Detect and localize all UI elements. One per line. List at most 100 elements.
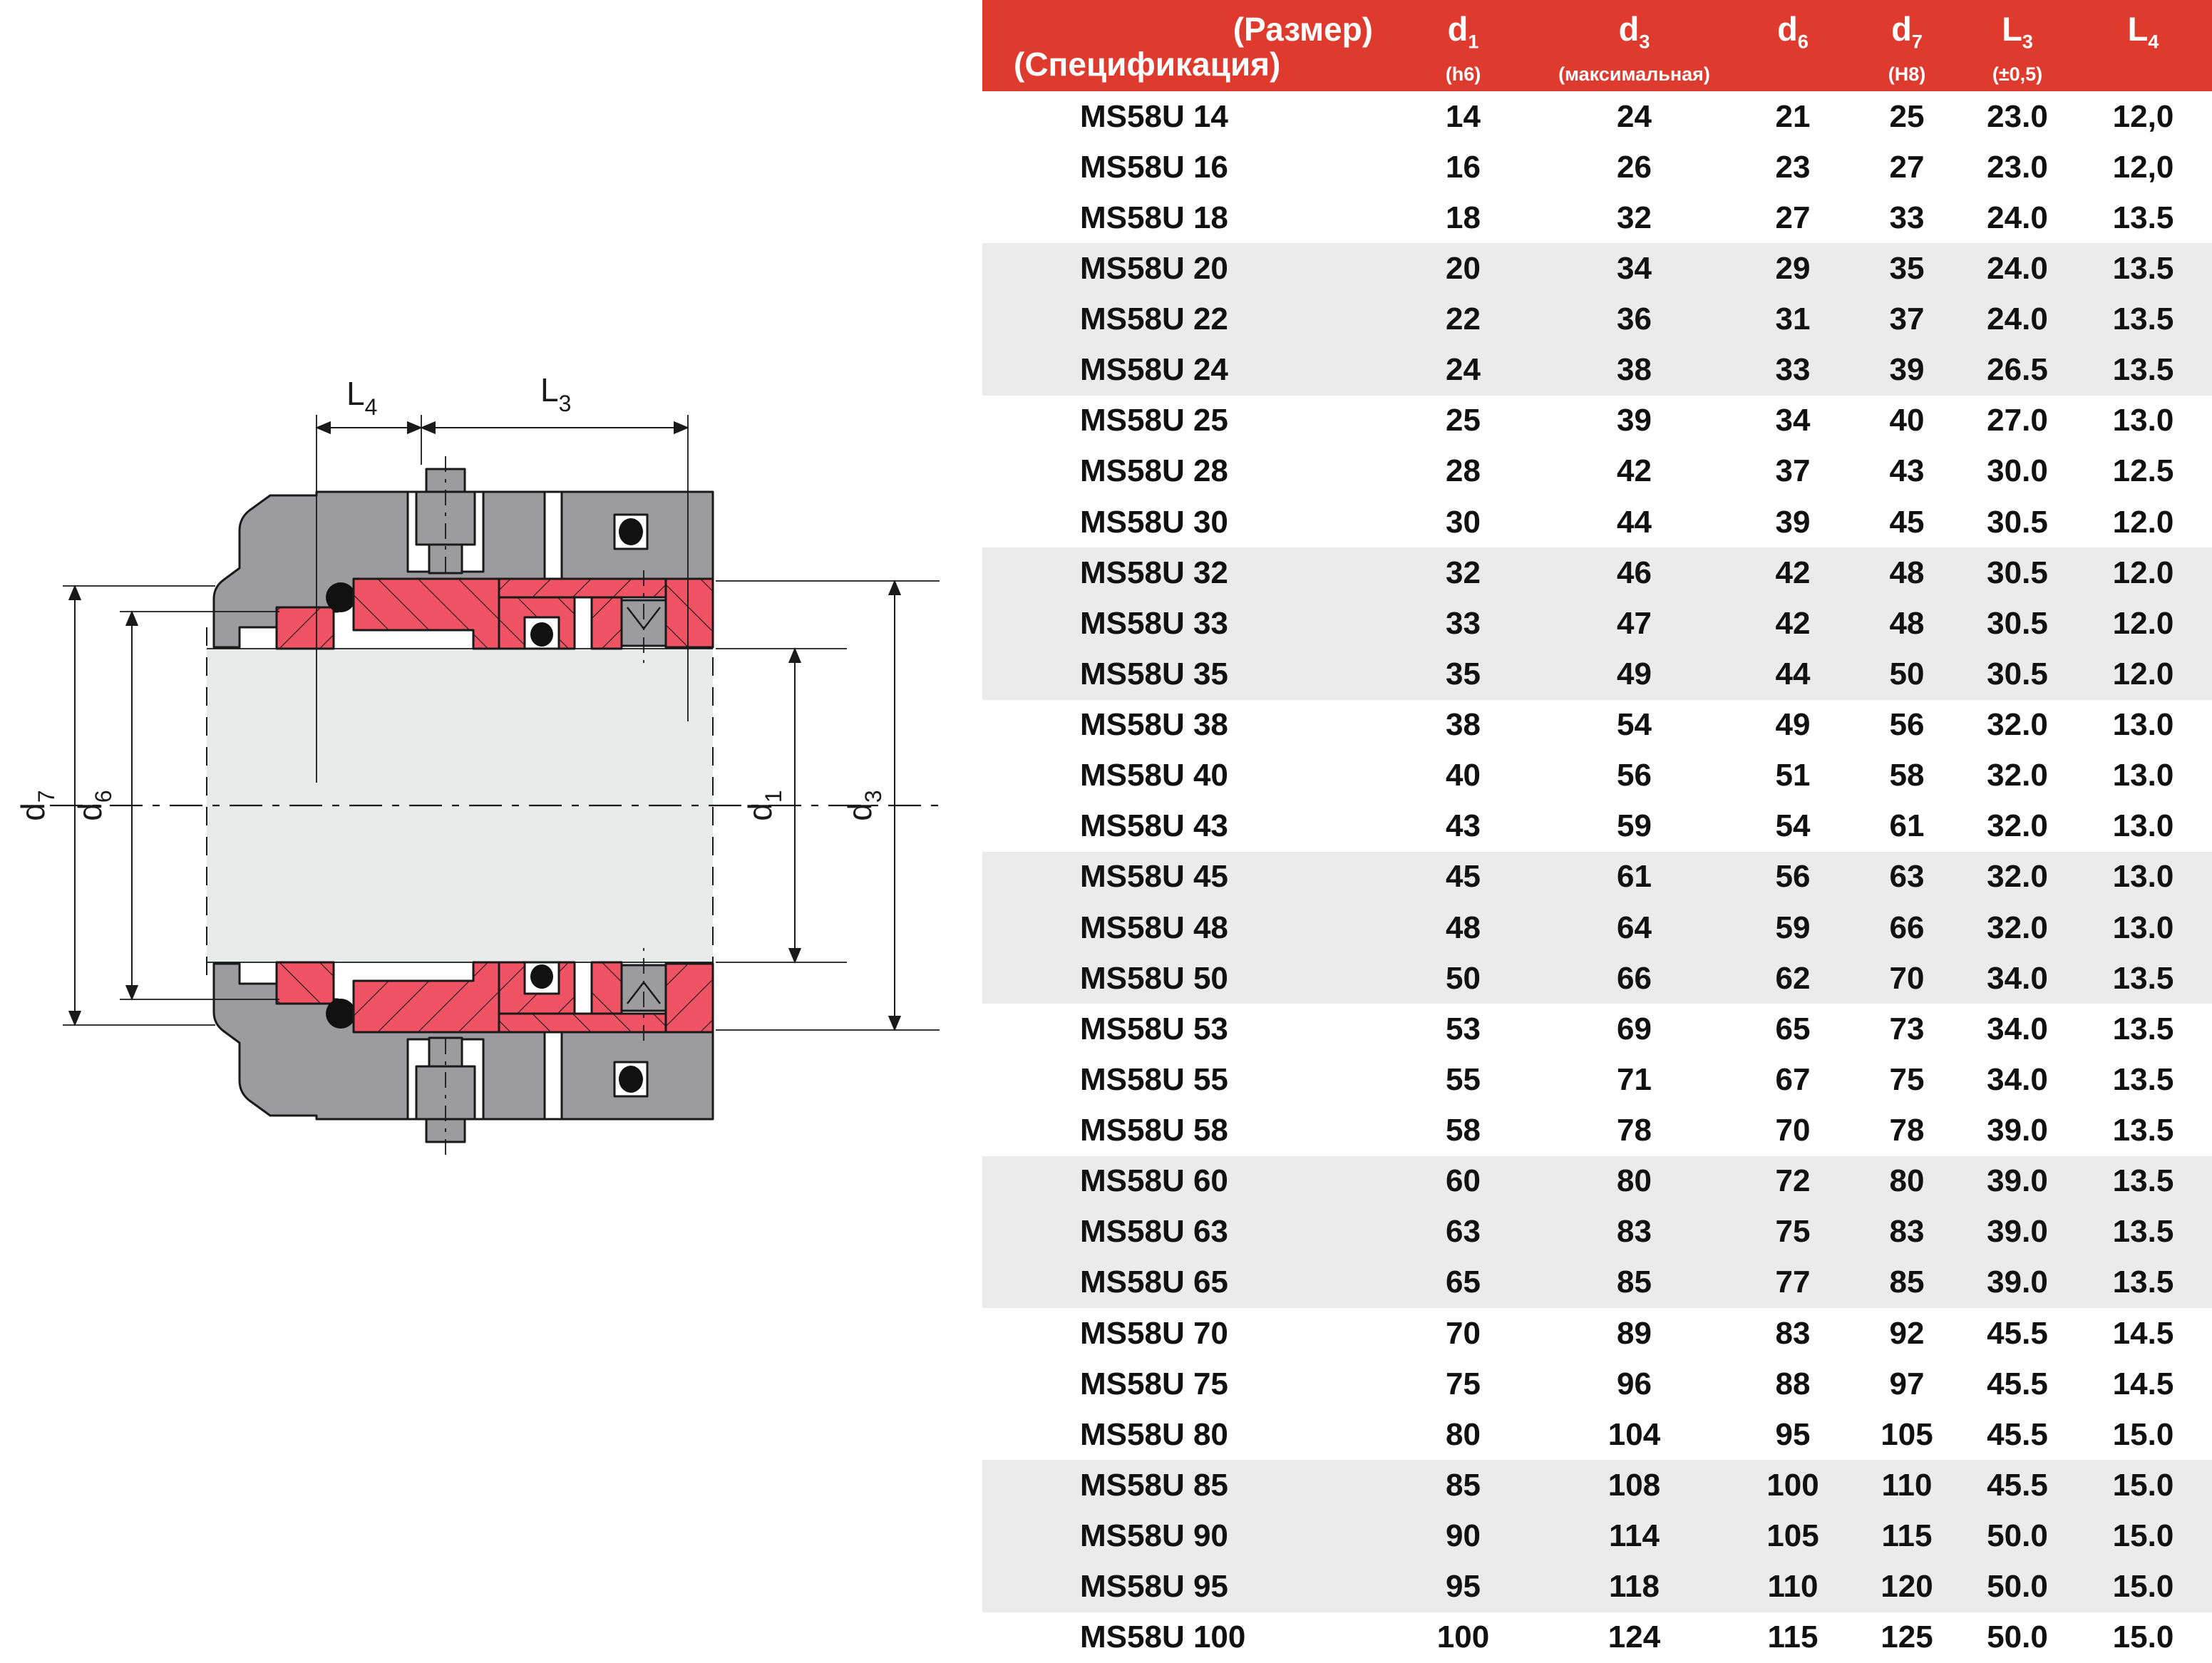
cell-name: MS58U 48 <box>1080 910 1228 945</box>
cell-d7: 56 <box>1889 707 1925 743</box>
cell-d3: 85 <box>1617 1265 1652 1300</box>
cell-d6: 42 <box>1775 555 1811 590</box>
cell-l4: 12.0 <box>2112 555 2174 590</box>
table-row: MS58U 75 75 96 88 97 45.5 14.5 <box>982 1359 2212 1410</box>
cell-name: MS58U 32 <box>1080 555 1228 590</box>
dim-label-l3: L3 <box>540 371 571 416</box>
cell-l4: 13.0 <box>2112 707 2174 743</box>
table-row: MS58U 70 70 89 83 92 45.5 14.5 <box>982 1308 2212 1359</box>
cell-d3: 46 <box>1617 555 1652 590</box>
cell-d7: 70 <box>1889 960 1925 996</box>
table-row: MS58U 53 53 69 65 73 34.0 13.5 <box>982 1004 2212 1055</box>
cell-l3: 23.0 <box>1987 149 2048 185</box>
dimension-d7: d7 <box>14 585 215 1026</box>
oring-2-icon <box>530 622 553 647</box>
table-header-row: (Размер) (Спецификация) d1 (h6) d3 (максималь… <box>982 0 2212 91</box>
cell-d1: 80 <box>1446 1416 1481 1452</box>
cell-d6: 39 <box>1775 504 1811 540</box>
cell-d1: 60 <box>1446 1163 1481 1199</box>
cell-d6: 59 <box>1775 910 1811 945</box>
cell-l4: 12,0 <box>2112 149 2174 185</box>
table-body: MS58U 14 14 24 21 25 23.0 12,0 MS58U 16 16 26 23 27… <box>982 91 2212 1663</box>
table-row: MS58U 20 20 34 29 35 24.0 13.5 <box>982 243 2212 294</box>
cell-d7: 45 <box>1889 504 1925 540</box>
cell-d6: 31 <box>1775 302 1811 337</box>
cell-l4: 13.5 <box>2112 1011 2174 1046</box>
cell-l3: 50.0 <box>1987 1518 2048 1554</box>
cell-name: MS58U 24 <box>1080 352 1228 388</box>
cell-l4: 12.5 <box>2112 453 2174 489</box>
cell-name: MS58U 38 <box>1080 707 1228 743</box>
table-row: MS58U 38 38 54 49 56 32.0 13.0 <box>982 699 2212 751</box>
cell-d6: 44 <box>1775 656 1811 691</box>
cell-d6: 54 <box>1775 808 1811 844</box>
dim-label-d6: d6 <box>71 790 116 820</box>
cell-l3: 32.0 <box>1987 808 2048 844</box>
cell-d7: 73 <box>1889 1011 1925 1046</box>
dim-label-d1: d1 <box>741 790 786 820</box>
cell-d7: 58 <box>1889 758 1925 793</box>
column-header-d1: d1 (h6) <box>1445 10 1481 86</box>
cell-d1: 28 <box>1446 453 1481 489</box>
cell-l3: 34.0 <box>1987 960 2048 996</box>
cell-d3: 83 <box>1617 1214 1652 1250</box>
table-row: MS58U 60 60 80 72 80 39.0 13.5 <box>982 1155 2212 1207</box>
table-row: MS58U 55 55 71 67 75 34.0 13.5 <box>982 1054 2212 1106</box>
cell-name: MS58U 60 <box>1080 1163 1228 1199</box>
cell-d1: 48 <box>1446 910 1481 945</box>
cell-d1: 70 <box>1446 1315 1481 1351</box>
cell-d1: 30 <box>1446 504 1481 540</box>
cell-d7: 66 <box>1889 910 1925 945</box>
table-row: MS58U 24 24 38 33 39 26.5 13.5 <box>982 344 2212 396</box>
cell-l4: 12.0 <box>2112 504 2174 540</box>
table-row: MS58U 50 50 66 62 70 34.0 13.5 <box>982 953 2212 1004</box>
cell-d3: 78 <box>1617 1113 1652 1148</box>
seal-stationary-seat <box>590 596 623 650</box>
seal-end-ring <box>664 577 714 649</box>
cell-d3: 38 <box>1617 352 1652 388</box>
cell-name: MS58U 43 <box>1080 808 1228 844</box>
cell-d7: 48 <box>1889 605 1925 641</box>
cell-d3: 124 <box>1607 1620 1661 1655</box>
cell-d7: 48 <box>1889 555 1925 590</box>
table-row: MS58U 45 45 61 56 63 32.0 13.0 <box>982 851 2212 902</box>
cell-l4: 13.0 <box>2112 808 2174 844</box>
table-row: MS58U 43 43 59 54 61 32.0 13.0 <box>982 800 2212 852</box>
cell-name: MS58U 25 <box>1080 403 1228 438</box>
cell-d7: 85 <box>1889 1265 1925 1300</box>
cell-name: MS58U 35 <box>1080 656 1228 691</box>
cell-d3: 80 <box>1617 1163 1652 1199</box>
cell-d1: 95 <box>1446 1569 1481 1605</box>
cell-d7: 35 <box>1889 250 1925 286</box>
cell-d6: 67 <box>1775 1061 1811 1097</box>
cell-name: MS58U 50 <box>1080 960 1228 996</box>
cell-d7: 125 <box>1881 1620 1933 1655</box>
table-row: MS58U 95 95 118 110 120 50.0 15.0 <box>982 1561 2212 1612</box>
cell-d6: 88 <box>1775 1366 1811 1401</box>
cell-d1: 25 <box>1446 403 1481 438</box>
cell-d6: 75 <box>1775 1214 1811 1250</box>
table-row: MS58U 80 80 104 95 105 45.5 15.0 <box>982 1409 2212 1461</box>
cell-name: MS58U 20 <box>1080 250 1228 286</box>
cell-d7: 61 <box>1889 808 1925 844</box>
table-row: MS58U 100 100 124 115 125 50.0 15.0 <box>982 1612 2212 1663</box>
cell-d7: 105 <box>1881 1416 1933 1452</box>
cell-l3: 45.5 <box>1987 1366 2048 1401</box>
cell-d6: 56 <box>1775 859 1811 895</box>
seal-retainer-tongue <box>498 577 691 599</box>
cell-d6: 62 <box>1775 960 1811 996</box>
cell-l3: 27.0 <box>1987 403 2048 438</box>
cell-d6: 100 <box>1766 1467 1819 1503</box>
cell-d1: 50 <box>1446 960 1481 996</box>
cell-name: MS58U 63 <box>1080 1214 1228 1250</box>
housing-joint-slot <box>543 490 563 580</box>
cell-l4: 13.5 <box>2112 1061 2174 1097</box>
cell-l3: 45.5 <box>1987 1315 2048 1351</box>
cell-d7: 92 <box>1889 1315 1925 1351</box>
cell-name: MS58U 16 <box>1080 149 1228 185</box>
cell-d1: 43 <box>1446 808 1481 844</box>
table-row: MS58U 35 35 49 44 50 30.5 12.0 <box>982 649 2212 700</box>
cell-d7: 40 <box>1889 403 1925 438</box>
cell-d7: 37 <box>1889 302 1925 337</box>
